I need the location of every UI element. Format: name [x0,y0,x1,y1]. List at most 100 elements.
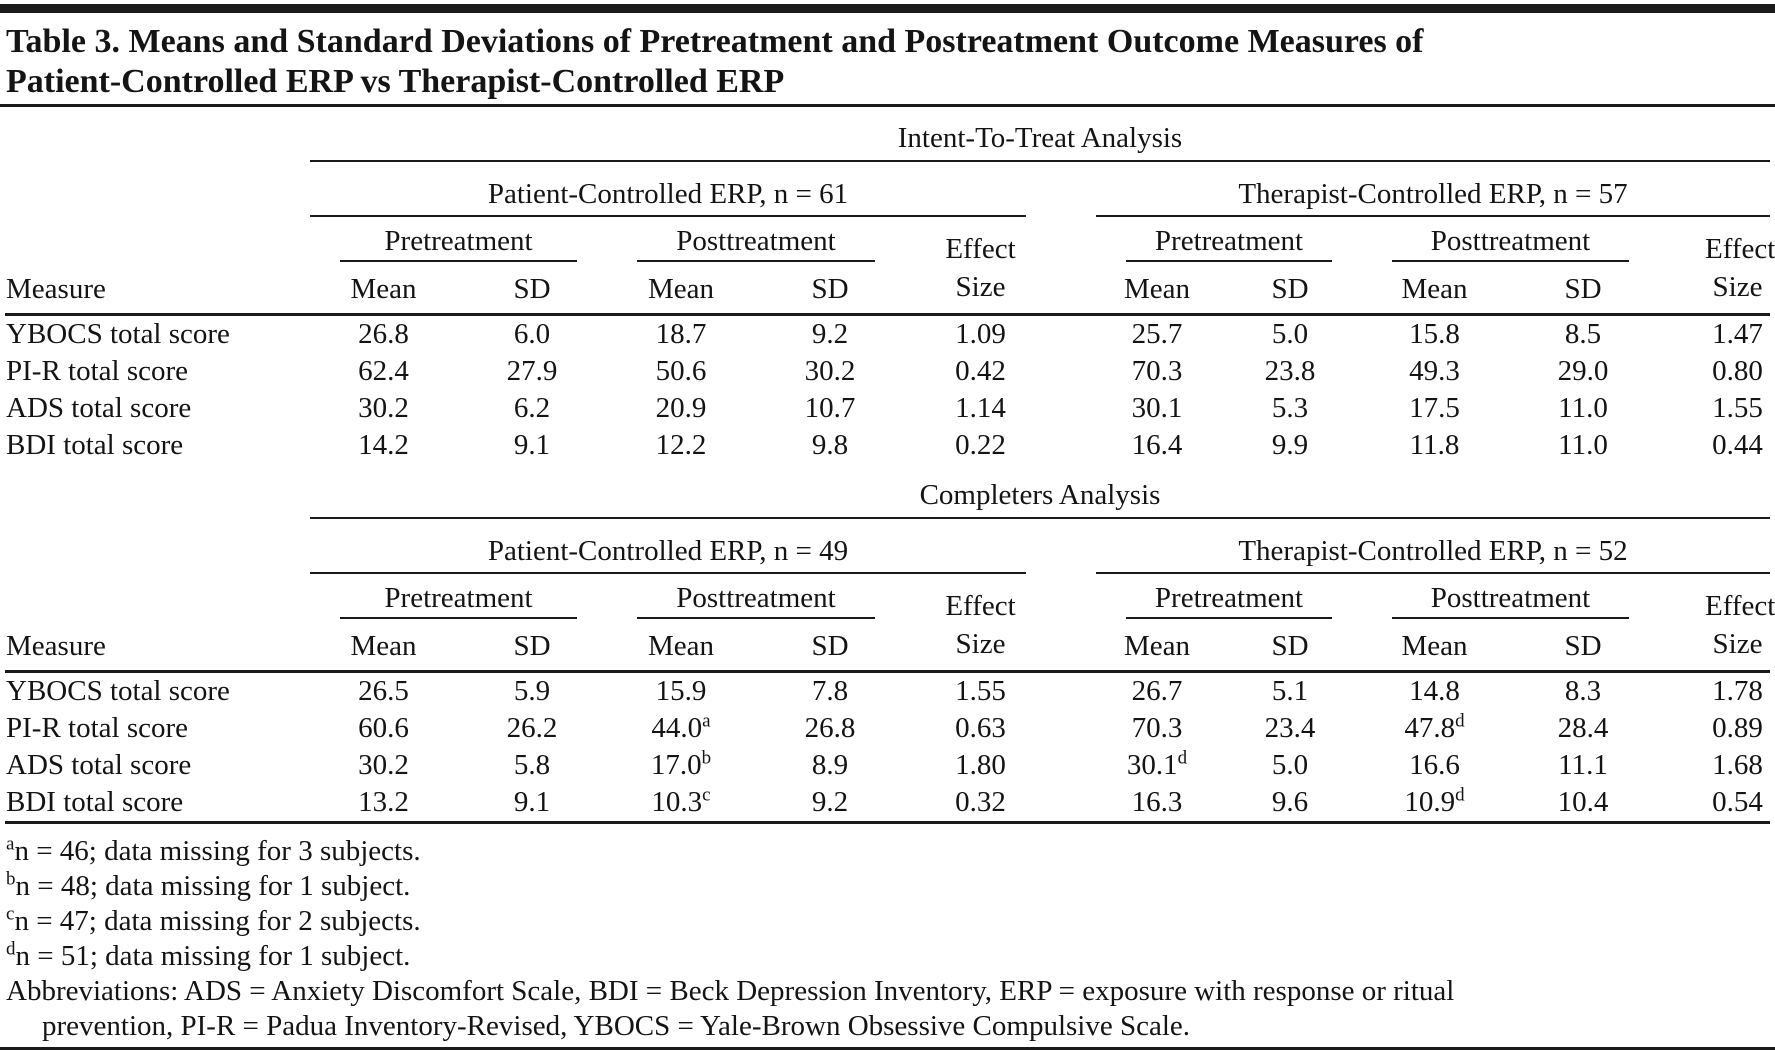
value-cell: 6.0 [513,318,551,350]
value-cell: 15.8 [1409,318,1460,350]
effect-size-header: Effect Size [905,573,1026,673]
value-cell: 60.6 [358,712,409,744]
value-cell: 0.80 [1712,355,1763,387]
measure-cell: PI-R total score [6,355,189,387]
footnote-text: n = 51; data missing for 1 subject. [15,940,411,972]
footnote-marker: b [6,868,16,890]
group-header-row: Patient-Controlled ERP, n = 61 Therapist… [5,161,1770,217]
value-cell: 26.8 [804,712,856,744]
table-row: BDI total score 14.2 9.1 12.2 9.8 0.22 1… [5,427,1770,464]
analysis-header-row: Completers Analysis [5,464,1770,519]
sd-header: SD [457,262,607,316]
value-cell: 1.14 [955,392,1006,424]
value-cell: 16.6 [1409,749,1460,781]
effect-size-header: Effect Size [1659,216,1775,316]
group-label-patient: Patient-Controlled ERP, n = 61 [310,161,1026,217]
value-cell: 9.8 [811,429,849,461]
value-cell: 70.3 [1131,712,1183,744]
measure-cell: YBOCS total score [6,675,230,707]
mean-header: Mean [310,619,457,673]
value-cell: 5.8 [513,749,551,781]
value-cell: 30.2 [358,749,409,781]
value-cell: 26.7 [1131,675,1183,707]
measure-cell: YBOCS total score [6,318,230,350]
analysis-label: Intent-To-Treat Analysis [310,107,1770,162]
value-cell: 29.0 [1557,355,1609,387]
posttreatment-header: Posttreatment [1362,573,1659,619]
value-cell: 0.63 [955,712,1006,744]
value-cell: 1.55 [955,675,1006,707]
subheader-row: Pretreatment Posttreatment Effect Size Pr… [5,573,1775,673]
outcomes-table: Intent-To-Treat Analysis Patient-Control… [5,107,1775,824]
group-label-patient: Patient-Controlled ERP, n = 49 [310,518,1026,574]
value-cell: 10.4 [1507,784,1659,824]
sd-header: SD [1507,262,1659,316]
footnote: an = 46; data missing for 3 subjects. [6,834,1775,869]
table-title: Table 3. Means and Standard Deviations o… [6,22,1526,102]
value-cell: 14.8 [1409,675,1460,707]
sd-header: SD [1218,619,1362,673]
value-cell: 28.4 [1557,712,1609,744]
value-cell: 9.1 [457,784,607,824]
value-cell: 11.1 [1558,749,1608,781]
measure-cell: ADS total score [6,749,192,781]
top-rule [0,4,1775,13]
value-cell: 49.3 [1409,355,1460,387]
mean-header: Mean [607,619,755,673]
analysis-header-row: Intent-To-Treat Analysis [5,107,1770,162]
pretreatment-header: Pretreatment [310,573,607,619]
column-header-row: Measure Mean SD Mean SD Mean SD Mean SD [5,262,1770,316]
value-cell: 1.78 [1712,675,1763,707]
posttreatment-header: Posttreatment [607,573,905,619]
value-cell: 1.47 [1712,318,1763,350]
analysis-label: Completers Analysis [310,464,1770,519]
measure-header: Measure [5,619,310,673]
value-cell: 30.1d [1126,747,1188,781]
value-cell: 1.09 [955,318,1006,350]
measure-cell: BDI total score [5,784,310,824]
mean-header: Mean [1096,619,1218,673]
value-cell: 70.3 [1131,355,1183,387]
mean-header: Mean [310,262,457,316]
pretreatment-header: Pretreatment [1096,216,1362,262]
column-header-row: Measure Mean SD Mean SD Mean SD Mean SD [5,619,1770,673]
abbreviations-note: Abbreviations: ADS = Anxiety Discomfort … [6,975,1455,1042]
value-cell: 9.6 [1218,784,1362,824]
posttreatment-header: Posttreatment [607,216,905,262]
value-cell: 1.68 [1712,749,1763,781]
value-cell: 25.7 [1131,318,1183,350]
mean-header: Mean [1362,619,1507,673]
footnote-text: n = 46; data missing for 3 subjects. [14,835,421,867]
value-cell: 8.5 [1564,318,1602,350]
value-cell: 50.6 [655,355,707,387]
effect-size-header: Effect Size [1659,573,1775,673]
value-cell: 11.8 [1409,429,1460,461]
value-cell: 44.0a [651,710,711,744]
value-cell: 11.0 [1558,429,1608,461]
value-cell: 5.0 [1271,318,1309,350]
value-cell: 23.4 [1264,712,1316,744]
table-row: ADS total score 30.2 6.2 20.9 10.7 1.14 … [5,390,1770,427]
value-cell: 7.8 [811,675,849,707]
table-title-line1: Table 3. Means and Standard Deviations o… [6,23,1424,60]
measure-cell: BDI total score [6,429,184,461]
sd-header: SD [457,619,607,673]
pretreatment-header: Pretreatment [310,216,607,262]
table-row: YBOCS total score 26.8 6.0 18.7 9.2 1.09… [5,315,1770,354]
mean-header: Mean [607,262,755,316]
footnote: cn = 47; data missing for 2 subjects. [6,904,1775,939]
title-rule [0,104,1775,107]
value-cell: 23.8 [1264,355,1316,387]
group-label-therapist: Therapist-Controlled ERP, n = 52 [1096,518,1770,574]
value-cell: 8.3 [1564,675,1602,707]
value-cell: 6.2 [513,392,551,424]
sd-header: SD [1218,262,1362,316]
value-cell: 0.32 [905,784,1026,824]
measure-cell: ADS total score [6,392,192,424]
value-cell: 0.89 [1712,712,1763,744]
value-cell: 12.2 [655,429,707,461]
value-cell: 47.8d [1404,710,1465,744]
value-cell: 5.9 [513,675,551,707]
value-cell: 0.42 [955,355,1006,387]
footnote-text: n = 47; data missing for 2 subjects. [14,905,421,937]
